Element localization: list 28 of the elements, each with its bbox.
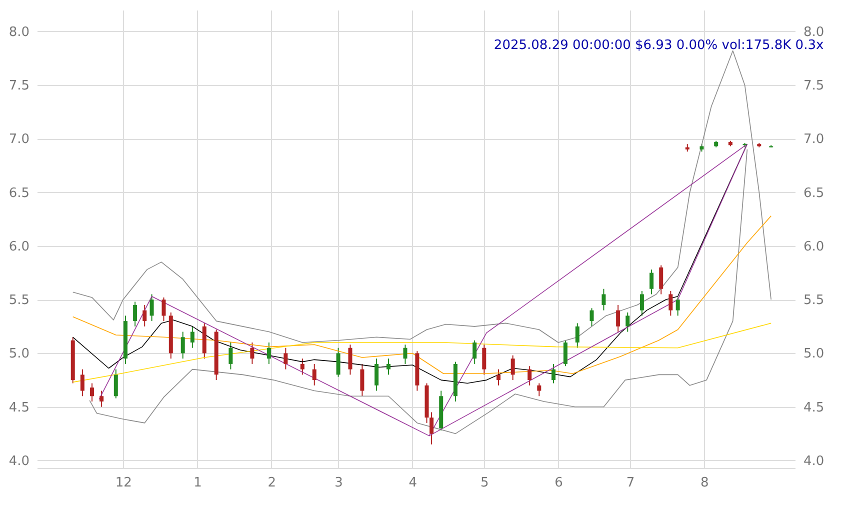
- x-tick-label: 1: [194, 476, 202, 490]
- y2-tick-label: 5.0: [804, 346, 824, 362]
- y-tick-label: 6.5: [8, 186, 30, 201]
- x-tick-label: 3: [334, 476, 343, 490]
- y-tick-label: 5.5: [8, 293, 30, 308]
- y-tick-label: 4.0: [8, 454, 30, 469]
- y-tick-label: 7.5: [8, 78, 30, 94]
- y2-tick-label: 4.5: [804, 400, 824, 416]
- y2-tick-label: 6.0: [804, 239, 824, 254]
- x-tick-label: 12: [115, 476, 132, 490]
- text: 2025.08.29 00:00:00 $6.93 0.00% vol:175.8K 0.3x: [494, 38, 824, 53]
- y2-tick-label: 7.5: [804, 78, 824, 94]
- y2-tick-label: 7.0: [804, 132, 824, 148]
- y-tick-label: 8.0: [8, 24, 30, 40]
- y2-tick-label: 5.5: [804, 293, 824, 308]
- x-tick-label: 7: [626, 476, 635, 490]
- y2-tick-label: 6.5: [804, 186, 824, 201]
- x-tick-label: 5: [480, 476, 489, 490]
- x-tick-label: 2: [268, 476, 276, 490]
- y-tick-label: 5.0: [8, 346, 30, 362]
- y2-tick-label: 8.0: [804, 24, 824, 40]
- y-tick-label: 7.0: [8, 132, 30, 148]
- x-tick-label: 6: [554, 476, 563, 490]
- y-tick-label: 4.5: [8, 400, 30, 416]
- y-tick-label: 6.0: [8, 239, 30, 254]
- x-tick-label: 4: [408, 476, 418, 490]
- x-tick-label: 8: [700, 476, 709, 490]
- y2-tick-label: 4.0: [804, 454, 824, 469]
